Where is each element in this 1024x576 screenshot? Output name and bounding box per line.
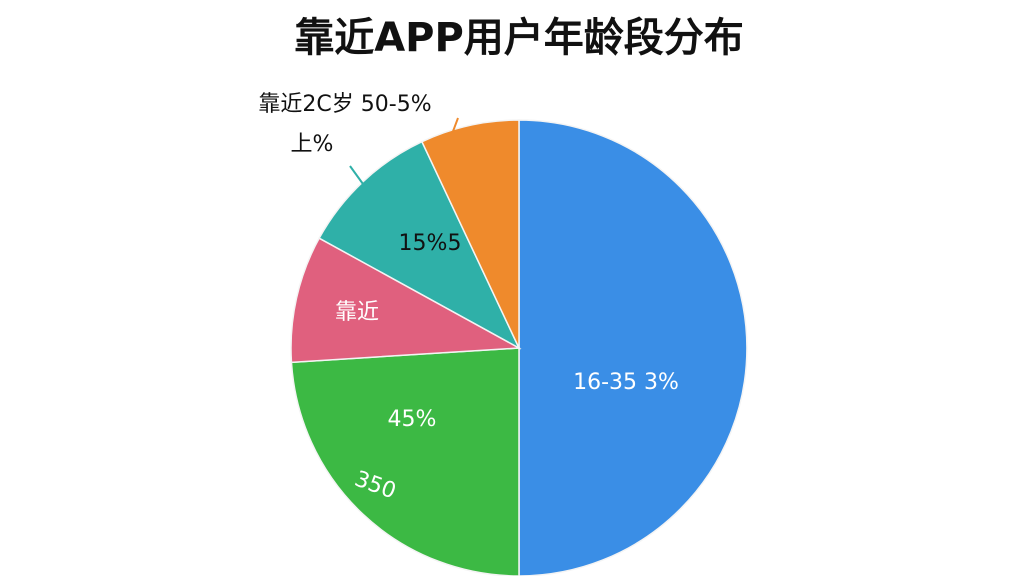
pie-slice [290,347,520,576]
slice-annotation: 靠近 [335,300,379,325]
pie [290,119,748,576]
chart-title: 靠近APP用户年龄段分布 [294,15,744,61]
slice-annotation: 上% [291,132,334,157]
slice-annotation: 16-35 3% [573,370,679,395]
pie-slice [290,237,522,364]
pie-slice [420,119,520,349]
slice-annotation: 靠近2C岁 50-5% [258,92,431,117]
slice-annotation: 45% [388,407,437,432]
slice-annotation: 15%5 [399,231,462,256]
pie-slice [318,140,521,350]
leader-line [349,165,364,185]
leader-line [451,117,459,135]
pie-slice [518,119,748,576]
